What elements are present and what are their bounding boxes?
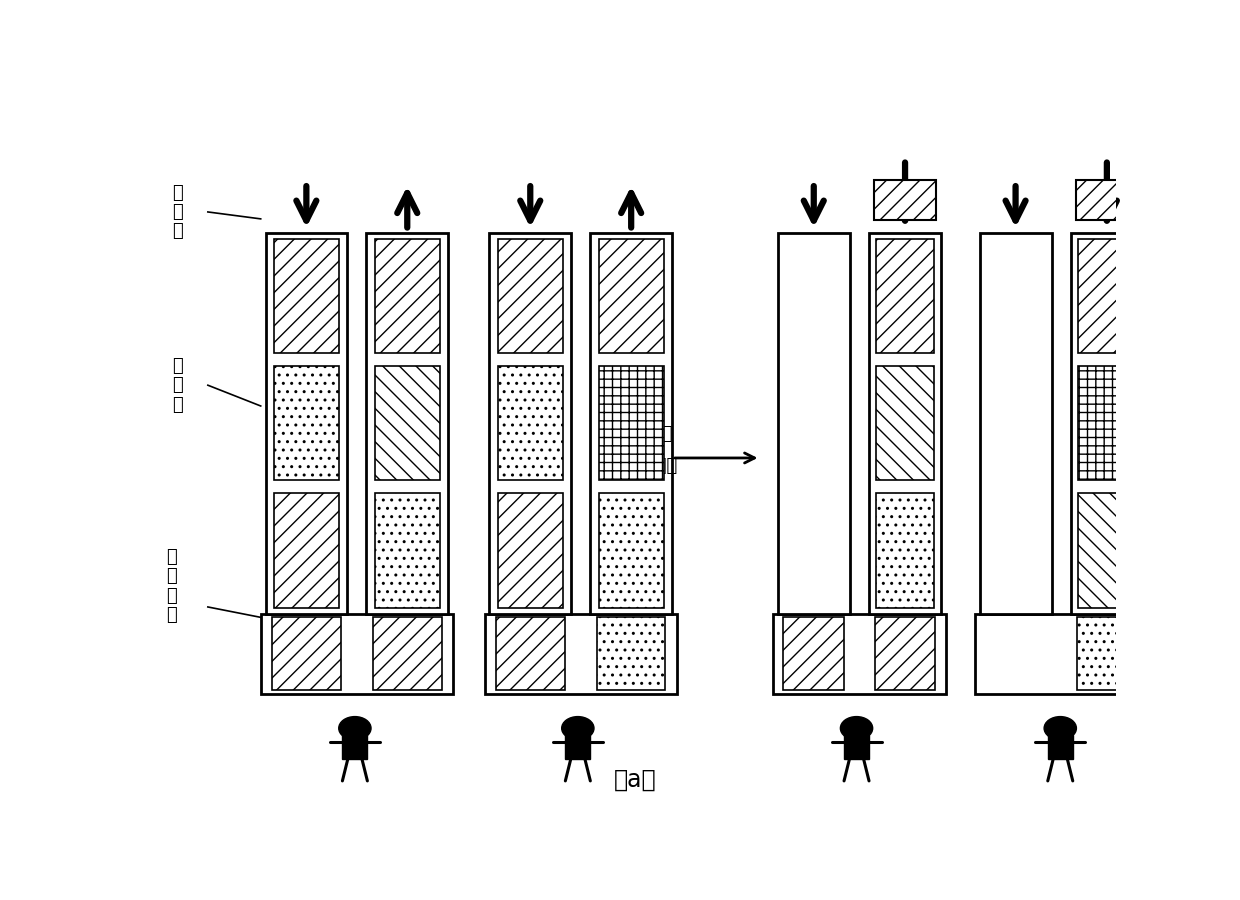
Bar <box>272 617 341 690</box>
Bar <box>777 233 849 614</box>
Bar <box>274 239 339 354</box>
Bar <box>980 233 1052 614</box>
Text: 拣
选
站
台: 拣 选 站 台 <box>166 548 177 625</box>
Bar <box>1076 617 1137 690</box>
Bar <box>877 239 934 354</box>
Bar <box>599 366 663 481</box>
Bar <box>374 366 440 481</box>
Bar <box>874 617 935 690</box>
Bar <box>274 366 339 481</box>
Bar <box>497 493 563 608</box>
Text: （a）: （a） <box>614 769 657 792</box>
Bar <box>274 493 339 608</box>
Bar <box>367 233 448 614</box>
Circle shape <box>339 716 371 740</box>
Bar <box>490 233 572 614</box>
Bar <box>497 239 563 354</box>
Bar <box>565 735 590 759</box>
Circle shape <box>841 716 873 740</box>
Circle shape <box>1044 716 1076 740</box>
Bar <box>1048 735 1073 759</box>
Bar <box>773 614 946 694</box>
Text: 时间后: 时间后 <box>645 457 677 475</box>
Bar <box>485 614 677 694</box>
Bar <box>1078 493 1136 608</box>
Bar <box>1076 180 1137 220</box>
Bar <box>784 617 844 690</box>
Bar <box>1078 239 1136 354</box>
Bar <box>599 239 663 354</box>
Bar <box>342 735 367 759</box>
Bar <box>265 233 347 614</box>
Bar <box>260 614 453 694</box>
Bar <box>1071 233 1143 614</box>
Bar <box>496 617 564 690</box>
Text: 提
升
机: 提 升 机 <box>171 184 182 240</box>
Bar <box>590 233 672 614</box>
Bar <box>374 493 440 608</box>
Bar <box>975 614 1148 694</box>
Circle shape <box>562 716 594 740</box>
Text: 一段: 一段 <box>651 425 672 443</box>
Bar <box>874 180 936 220</box>
Text: 输
送
机: 输 送 机 <box>171 356 182 414</box>
Bar <box>596 617 666 690</box>
Bar <box>1078 366 1136 481</box>
Bar <box>497 366 563 481</box>
Bar <box>877 493 934 608</box>
Bar <box>877 366 934 481</box>
Bar <box>374 239 440 354</box>
Bar <box>373 617 441 690</box>
Bar <box>599 493 663 608</box>
Bar <box>869 233 941 614</box>
Bar <box>844 735 869 759</box>
